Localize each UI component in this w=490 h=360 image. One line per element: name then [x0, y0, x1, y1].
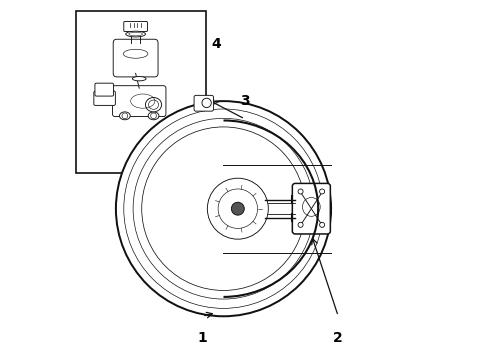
Ellipse shape: [146, 98, 162, 112]
FancyBboxPatch shape: [113, 39, 158, 77]
FancyBboxPatch shape: [113, 86, 166, 117]
Circle shape: [151, 113, 156, 119]
Circle shape: [122, 113, 128, 119]
Circle shape: [116, 101, 331, 316]
FancyBboxPatch shape: [94, 91, 115, 105]
Ellipse shape: [132, 77, 146, 81]
Circle shape: [202, 98, 211, 108]
FancyBboxPatch shape: [124, 22, 147, 32]
Circle shape: [319, 189, 324, 194]
Text: 4: 4: [212, 37, 221, 51]
Circle shape: [298, 189, 303, 194]
Circle shape: [298, 222, 303, 227]
Ellipse shape: [126, 31, 146, 37]
FancyBboxPatch shape: [293, 183, 330, 234]
Text: 3: 3: [240, 94, 250, 108]
Bar: [76, 12, 205, 173]
FancyBboxPatch shape: [194, 95, 214, 111]
Text: 2: 2: [333, 331, 343, 345]
Ellipse shape: [148, 112, 159, 120]
Circle shape: [207, 178, 269, 239]
Circle shape: [319, 222, 324, 227]
Text: 1: 1: [197, 331, 207, 345]
Circle shape: [231, 202, 245, 215]
FancyBboxPatch shape: [95, 83, 114, 96]
Ellipse shape: [120, 112, 130, 120]
